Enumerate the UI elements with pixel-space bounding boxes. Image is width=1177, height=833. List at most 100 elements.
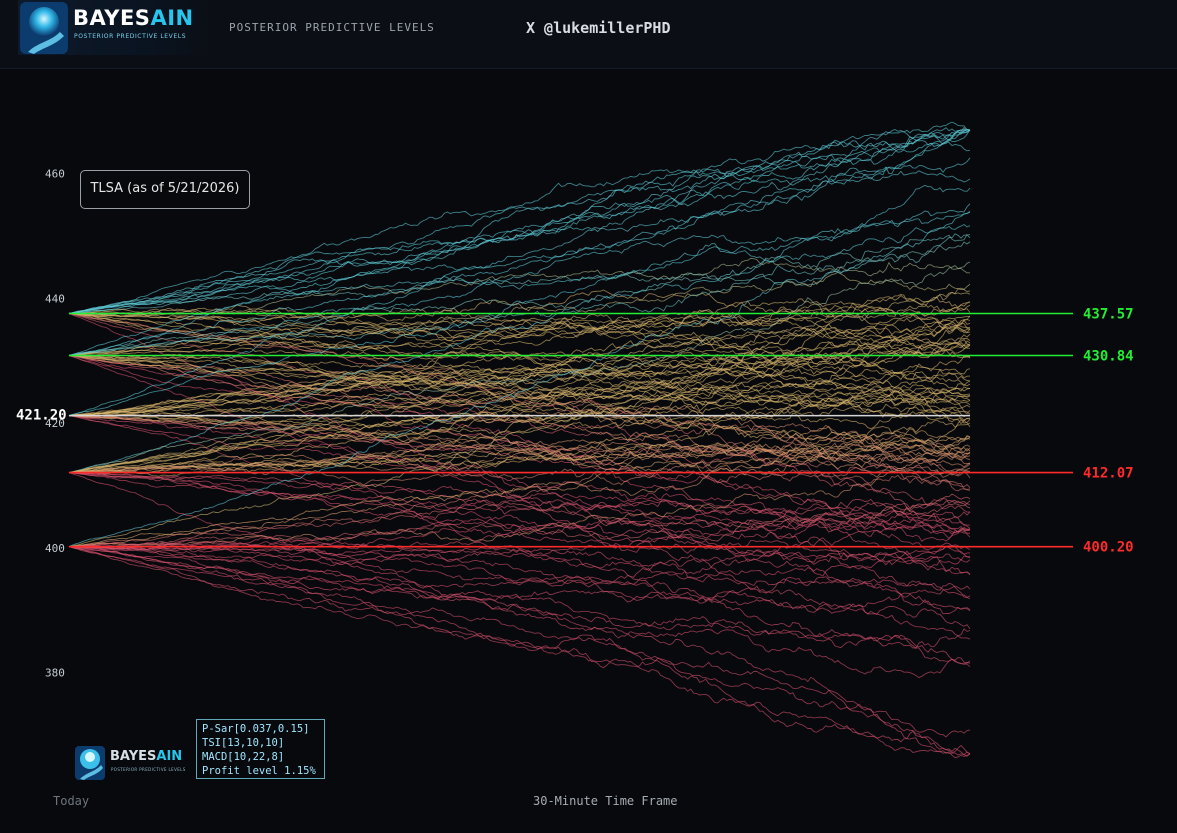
simulated-path [68,415,971,664]
simulated-path [68,450,971,548]
simulated-path [68,546,971,668]
watermark-name-main: BAYES [110,749,157,764]
x-axis-title: 30-Minute Time Frame [533,794,678,808]
simulated-path [68,313,971,398]
simulated-path [68,288,971,474]
brand-name-main: BAYES [73,6,151,30]
simulated-path [69,396,971,430]
simulated-path [68,303,971,417]
simulated-path [68,546,971,738]
simulated-path [68,367,971,417]
ticker-legend: TLSA (as of 5/21/2026) [80,170,250,209]
brand-logo[interactable]: BAYESAIN POSTERIOR PREDICTIVE LEVELS [18,0,209,55]
simulated-path [68,129,971,356]
simulated-path [68,546,971,650]
simulated-path [68,493,971,548]
level-label: 430.84 [1083,348,1134,364]
simulated-path [69,545,971,604]
simulated-path [68,211,971,474]
simulated-path [68,353,971,414]
indicator-tsi: TSI[13,10,10] [202,737,285,749]
x-axis-start-label: Today [53,794,90,808]
indicator-psar: P-Sar[0.037,0.15] [202,723,310,735]
simulated-path [68,531,971,563]
simulated-path [68,313,971,640]
indicator-macd: MACD[10,22,8] [202,751,285,763]
simulated-path [68,129,971,417]
simulated-path [68,512,971,548]
simulated-path [68,415,971,529]
simulated-path [68,203,971,314]
simulated-path [68,415,971,513]
simulated-path [68,210,971,356]
watermark-tagline: POSTERIOR PREDICTIVE LEVELS [111,767,186,772]
simulated-path [68,387,971,474]
simulated-path [68,451,971,548]
watermark-logo: BAYESAIN POSTERIOR PREDICTIVE LEVELS [75,744,195,780]
y-tick-label: 440 [45,292,65,305]
brand-tagline: POSTERIOR PREDICTIVE LEVELS [74,33,187,40]
simulated-path [68,261,971,474]
price-levels: 437.57 430.84 412.07 400.20 421.20 [16,307,1134,556]
level-label: 400.20 [1083,540,1134,556]
simulated-path [68,241,971,356]
top-bar: BAYESAIN POSTERIOR PREDICTIVE LEVELS POS… [0,0,1177,69]
simulated-path [68,472,971,540]
indicator-profit-level: Profit level 1.15% [202,765,316,777]
y-tick-label: 460 [45,168,65,181]
current-price-label: 421.20 [16,408,67,424]
river-logo-icon [75,746,105,780]
page-subtitle: POSTERIOR PREDICTIVE LEVELS [229,21,435,34]
simulated-path [68,472,971,534]
simulated-path [68,546,971,759]
simulated-path [68,301,971,417]
brand-name: BAYESAIN [73,6,194,30]
simulated-path [68,326,971,474]
level-label: 437.57 [1083,307,1134,323]
y-tick-label: 420 [45,417,65,430]
simulated-path [68,546,971,755]
simulated-path [68,139,971,356]
indicator-settings-box: P-Sar[0.037,0.15] TSI[13,10,10] MACD[10,… [196,719,325,779]
simulated-path [68,472,971,521]
simulated-path [68,271,971,356]
simulated-path [68,546,971,598]
simulated-path [68,341,970,474]
simulated-path [68,121,971,314]
simulated-path [69,387,971,417]
simulated-path [68,128,971,314]
simulated-path [68,355,971,412]
simulated-path [68,441,971,474]
river-logo-icon [20,2,68,54]
level-label: 412.07 [1083,466,1134,482]
simulated-path [68,355,971,478]
simulated-path [68,546,971,756]
simulated-path [68,233,971,356]
simulated-path [68,472,971,757]
simulated-path [69,500,971,548]
simulated-path [68,535,971,600]
simulated-path [68,313,971,357]
simulated-path [68,129,971,314]
simulated-path [68,355,971,526]
simulated-path [68,368,971,474]
simulated-path [68,129,971,356]
simulated-path [68,437,971,474]
simulated-path [68,426,971,548]
simulated-path [68,355,971,415]
social-handle[interactable]: X @lukemillerPHD [526,19,671,37]
simulated-path [68,128,971,314]
y-tick-label: 400 [45,542,65,555]
simulated-path [68,312,971,356]
simulated-path [68,292,971,548]
watermark-name-accent: AIN [156,749,183,764]
simulated-path [68,257,970,315]
simulated-path [68,467,971,548]
simulated-path [68,170,971,314]
simulated-path [68,184,971,417]
simulated-path [68,472,971,549]
simulated-paths [68,121,971,759]
brand-name-accent: AIN [150,6,194,30]
simulated-path [68,387,971,474]
